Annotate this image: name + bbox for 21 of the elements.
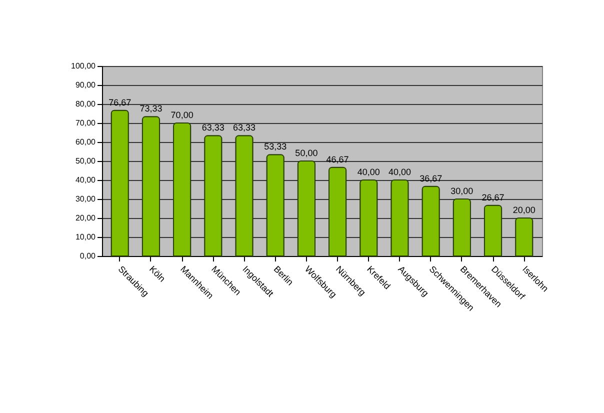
data-label: 63,33: [232, 122, 256, 133]
y-tick-label: 90,00: [75, 80, 96, 90]
y-tick-label: 60,00: [75, 138, 96, 146]
data-label: 40,00: [357, 167, 380, 177]
data-label: 30,00: [450, 186, 474, 196]
y-tick-label: 80,00: [75, 100, 96, 108]
data-label: 50,00: [295, 148, 318, 158]
data-label: 73,33: [140, 104, 162, 114]
data-label: 40,00: [388, 167, 412, 177]
y-tick-label: 100,00: [71, 62, 96, 70]
data-label: 70,00: [170, 110, 194, 120]
y-tick-label: 10,00: [75, 232, 96, 242]
data-label: 53,33: [264, 142, 287, 152]
y-tick-label: 50,00: [75, 156, 96, 166]
data-label: 63,33: [202, 122, 224, 133]
y-tick-label: 70,00: [75, 118, 96, 128]
data-label: 20,00: [512, 205, 536, 215]
y-tick-label: 30,00: [75, 194, 96, 204]
y-tick-label: 20,00: [75, 214, 96, 222]
y-tick-label: 40,00: [75, 176, 96, 184]
y-tick-label: 0,00: [80, 252, 96, 260]
